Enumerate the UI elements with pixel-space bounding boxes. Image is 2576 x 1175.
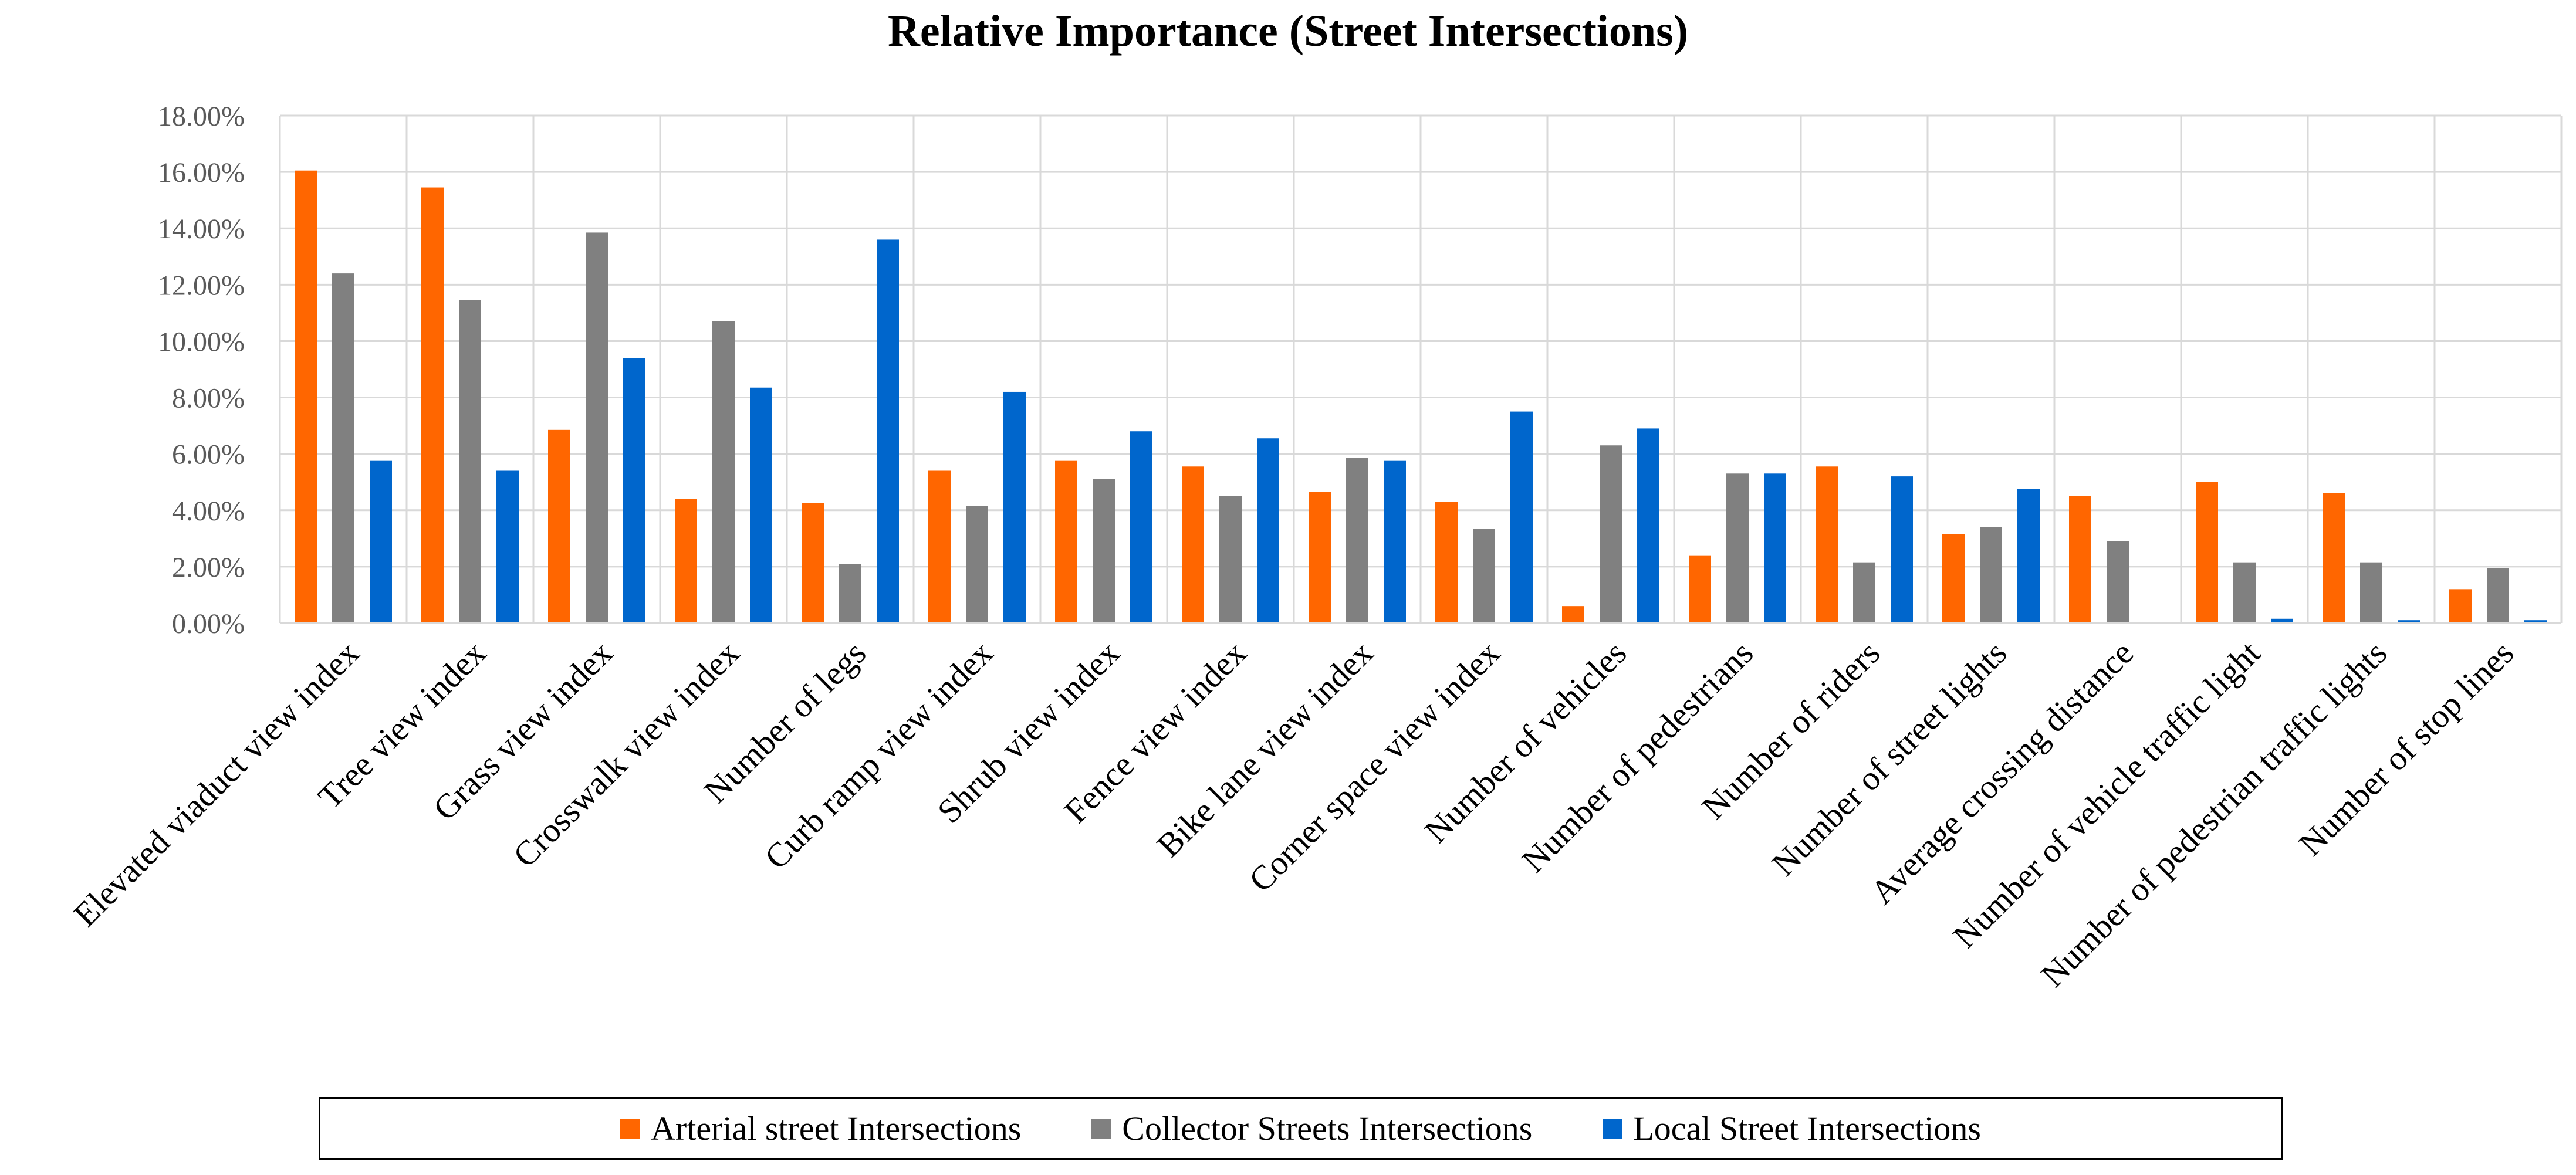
bar	[2360, 562, 2382, 623]
bar	[1093, 479, 1115, 623]
bar	[1726, 473, 1749, 623]
bar	[2233, 562, 2256, 623]
y-tick-label: 4.00%	[172, 496, 245, 527]
bar	[712, 321, 735, 623]
bar	[586, 232, 608, 623]
bar	[1853, 562, 1875, 623]
bar	[2196, 482, 2218, 623]
bar	[1510, 411, 1533, 623]
bar	[2524, 620, 2547, 623]
bar	[1689, 555, 1711, 623]
bar	[877, 239, 899, 623]
y-tick-label: 2.00%	[172, 552, 245, 583]
y-tick-label: 14.00%	[158, 214, 245, 245]
x-tick-label: Bike lane view index	[1150, 634, 1380, 864]
x-tick-label: Average crossing distance	[1863, 634, 2141, 911]
chart-plot: 0.00% 2.00% 4.00% 6.00% 8.00% 10.00% 12.00% 14.…	[66, 101, 2563, 994]
bar	[1346, 458, 1368, 623]
legend-item-collector: Collector Streets Intersections	[1091, 1109, 1532, 1148]
x-tick-label: Corner space view index	[1242, 634, 1507, 899]
bar	[2271, 618, 2293, 623]
legend-swatch-collector	[1091, 1118, 1112, 1139]
x-tick-label: Number of stop lines	[2291, 634, 2521, 863]
bar	[750, 387, 772, 623]
bar	[370, 460, 392, 623]
bar	[1637, 428, 1659, 623]
bar	[1003, 391, 1026, 623]
legend-item-arterial: Arterial street Intersections	[620, 1109, 1021, 1148]
bar	[1891, 476, 1913, 623]
y-tick-label: 6.00%	[172, 439, 245, 470]
bar	[1764, 473, 1786, 623]
legend: Arterial street Intersections Collector …	[319, 1097, 2283, 1160]
bar	[2017, 489, 2040, 623]
bar	[548, 429, 570, 623]
bar	[623, 358, 645, 623]
bar	[1182, 466, 1204, 623]
y-tick-label: 10.00%	[158, 326, 245, 357]
legend-label-arterial: Arterial street Intersections	[651, 1109, 1022, 1147]
bar	[496, 470, 519, 623]
bar	[332, 273, 354, 624]
legend-label-collector: Collector Streets Intersections	[1122, 1109, 1533, 1147]
bar	[839, 564, 861, 623]
bar	[1309, 492, 1331, 623]
bar	[2398, 620, 2420, 623]
bar	[1384, 460, 1406, 623]
bar	[2069, 496, 2091, 623]
y-tick-label: 8.00%	[172, 383, 245, 414]
x-tick-label: Crosswalk view index	[506, 634, 746, 874]
x-tick-label: Number of pedestrians	[1515, 634, 1761, 880]
bar	[1980, 527, 2002, 623]
legend-swatch-local	[1603, 1118, 1623, 1139]
bar	[295, 170, 317, 623]
bar	[966, 506, 988, 623]
bar	[2449, 589, 2472, 623]
bar	[1600, 445, 1622, 623]
y-tick-label: 0.00%	[172, 608, 245, 639]
y-tick-label: 18.00%	[158, 101, 245, 132]
y-tick-label: 12.00%	[158, 270, 245, 301]
bar	[1055, 460, 1077, 623]
bar	[1435, 502, 1458, 623]
bar	[675, 499, 697, 623]
legend-swatch-arterial	[620, 1118, 640, 1139]
bar	[1130, 431, 1152, 623]
x-tick-label: Curb ramp view index	[757, 634, 1000, 876]
bar	[421, 187, 444, 624]
bar	[1219, 496, 1242, 623]
bar	[1562, 606, 1584, 623]
bar	[1473, 529, 1495, 623]
chart-title: Relative Importance (Street Intersection…	[887, 6, 1689, 56]
bar	[2487, 568, 2509, 623]
bar	[2107, 541, 2129, 623]
bar	[1257, 438, 1279, 623]
bar	[2323, 493, 2345, 623]
bar	[802, 503, 824, 623]
y-tick-label: 16.00%	[158, 157, 245, 188]
legend-item-local: Local Street Intersections	[1603, 1109, 1981, 1148]
bar	[1942, 534, 1965, 623]
bar	[1816, 466, 1838, 623]
x-tick-label: Number of street lights	[1764, 634, 2014, 883]
bar	[928, 470, 951, 623]
bar	[459, 300, 481, 623]
legend-label-local: Local Street Intersections	[1633, 1109, 1981, 1147]
